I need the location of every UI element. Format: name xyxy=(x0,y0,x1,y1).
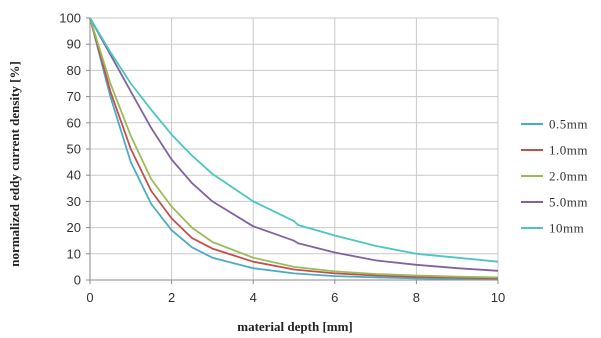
x-axis-title: material depth [mm] xyxy=(237,319,353,334)
x-tick-label: 10 xyxy=(491,290,505,305)
x-tick-labels: 0 2 4 6 8 10 xyxy=(86,290,505,305)
y-tick-label: 10 xyxy=(67,246,81,261)
x-tick-label: 0 xyxy=(86,290,93,305)
y-tick-label: 40 xyxy=(67,168,81,183)
y-tick-label: 70 xyxy=(67,89,81,104)
legend-item-0.5mm: 0.5mm xyxy=(521,117,588,132)
y-tick-label: 20 xyxy=(67,220,81,235)
y-tick-label: 80 xyxy=(67,63,81,78)
legend: 0.5mm 1.0mm 2.0mm 5.0mm 10mm xyxy=(521,117,588,236)
y-tick-label: 60 xyxy=(67,115,81,130)
y-tick-label: 100 xyxy=(59,11,81,26)
y-tick-label: 0 xyxy=(74,273,81,288)
legend-label: 10mm xyxy=(549,221,584,236)
series-line-2.0mm xyxy=(89,17,499,279)
y-tick-labels: 0 10 20 30 40 50 60 70 80 90 100 xyxy=(59,11,81,288)
legend-item-2.0mm: 2.0mm xyxy=(521,169,588,184)
y-axis-title: normalized eddy current density [%] xyxy=(7,61,22,267)
legend-label: 2.0mm xyxy=(549,169,588,184)
legend-label: 0.5mm xyxy=(549,117,588,132)
series-line-0.5mm xyxy=(89,17,499,281)
series-line-5.0mm xyxy=(89,17,499,272)
legend-item-1.0mm: 1.0mm xyxy=(521,143,588,158)
legend-item-10mm: 10mm xyxy=(521,221,584,236)
axes xyxy=(86,17,499,284)
series-line-1.0mm xyxy=(89,17,499,280)
y-tick-label: 90 xyxy=(67,37,81,52)
series-line-10mm xyxy=(89,17,499,263)
x-tick-label: 4 xyxy=(250,290,257,305)
y-tick-label: 30 xyxy=(67,194,81,209)
y-tick-label: 50 xyxy=(67,142,81,157)
legend-label: 1.0mm xyxy=(549,143,588,158)
x-tick-label: 2 xyxy=(168,290,175,305)
x-tick-label: 8 xyxy=(413,290,420,305)
x-tick-label: 6 xyxy=(331,290,338,305)
series-lines xyxy=(89,17,499,281)
legend-item-5.0mm: 5.0mm xyxy=(521,195,588,210)
legend-label: 5.0mm xyxy=(549,195,588,210)
